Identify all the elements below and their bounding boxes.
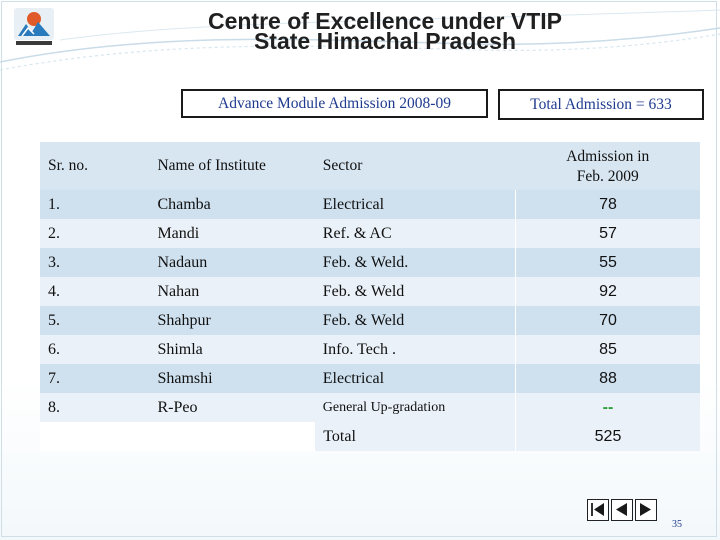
cell-sr: 5.	[48, 311, 60, 329]
cell-sector: Electrical	[322, 195, 385, 213]
cell-sector: Info. Tech .	[322, 340, 396, 358]
header-admission-line-2: Feb. 2009	[576, 168, 639, 185]
header-sector: Sector	[322, 157, 363, 174]
cell-sr: 3.	[48, 253, 60, 271]
cell-sector: Feb. & Weld	[322, 311, 405, 329]
cell-admission: 78	[514, 190, 700, 219]
table-row: 6. Shimla Info. Tech . 85	[40, 335, 700, 364]
next-slide-icon	[640, 503, 651, 516]
cell-institute: R-Peo	[157, 398, 198, 416]
table-row: 7. Shamshi Electrical 88	[40, 364, 700, 393]
title-line-1: Centre of Excellence under VTIP	[207, 8, 563, 34]
cell-sector: Ref. & AC	[322, 224, 392, 242]
cell-admission: 70	[514, 306, 700, 335]
total-value: 525	[514, 422, 700, 451]
cell-sr: 7.	[48, 369, 60, 387]
header-admission-line-1: Admission in	[566, 148, 650, 165]
table-row: 4. Nahan Feb. & Weld 92	[40, 277, 700, 306]
cell-sr: 8.	[48, 398, 60, 416]
cell-institute: Shamshi	[157, 369, 213, 387]
table-row: 8. R-Peo General Up-gradation --	[40, 393, 700, 422]
cell-admission: 92	[514, 277, 700, 306]
table-row: 2. Mandi Ref. & AC 57	[40, 219, 700, 248]
page-number: 35	[672, 519, 682, 530]
cell-sr: 2.	[48, 224, 60, 242]
cell-sector: Feb. & Weld.	[322, 253, 409, 271]
cell-institute: Mandi	[157, 224, 200, 242]
cell-sector: Electrical	[322, 369, 385, 387]
cell-institute: Chamba	[157, 195, 211, 213]
first-slide-icon	[591, 503, 604, 516]
total-admission-box: Total Admission = 633	[498, 89, 704, 120]
table-row: 1. Chamba Electrical 78	[40, 190, 700, 219]
cell-admission: --	[514, 393, 700, 422]
first-slide-button[interactable]	[587, 499, 609, 521]
cell-admission: 85	[514, 335, 700, 364]
emblem-logo-icon	[14, 8, 54, 45]
admission-table: Sr. no. Name of Institute Sector Admissi…	[40, 142, 700, 451]
previous-slide-button[interactable]	[611, 499, 633, 521]
cell-admission: 57	[514, 219, 700, 248]
table-row: 3. Nadaun Feb. & Weld. 55	[40, 248, 700, 277]
header-institute: Name of Institute	[157, 157, 266, 174]
total-row: Total 525	[40, 422, 700, 451]
cell-institute: Shahpur	[157, 311, 211, 329]
slide-title: Centre of Excellence under VTIP State Hi…	[170, 8, 600, 54]
header-swoosh-decoration	[0, 9, 720, 71]
previous-slide-icon	[616, 503, 627, 516]
header-sr-no: Sr. no.	[48, 157, 89, 174]
total-blank-cell	[40, 422, 315, 451]
table-row: 5. Shahpur Feb. & Weld 70	[40, 306, 700, 335]
slide-navigation	[585, 499, 657, 525]
title-line-2: State Himachal Pradesh	[253, 28, 517, 54]
cell-institute: Nadaun	[157, 253, 208, 271]
cell-institute: Shimla	[157, 340, 203, 358]
cell-institute: Nahan	[157, 282, 200, 300]
table-header-row: Sr. no. Name of Institute Sector Admissi…	[40, 142, 700, 190]
total-label: Total	[314, 422, 516, 451]
cell-sector: Feb. & Weld	[322, 282, 405, 300]
cell-sr: 4.	[48, 282, 60, 300]
cell-sector: General Up-gradation	[322, 399, 446, 415]
cell-sr: 1.	[48, 195, 60, 213]
cell-admission: 55	[514, 248, 700, 277]
cell-admission: 88	[514, 364, 700, 393]
module-admission-box: Advance Module Admission 2008-09	[181, 89, 488, 118]
cell-sr: 6.	[48, 340, 60, 358]
next-slide-button[interactable]	[635, 499, 657, 521]
header-admission: Admission in Feb. 2009	[515, 142, 700, 190]
